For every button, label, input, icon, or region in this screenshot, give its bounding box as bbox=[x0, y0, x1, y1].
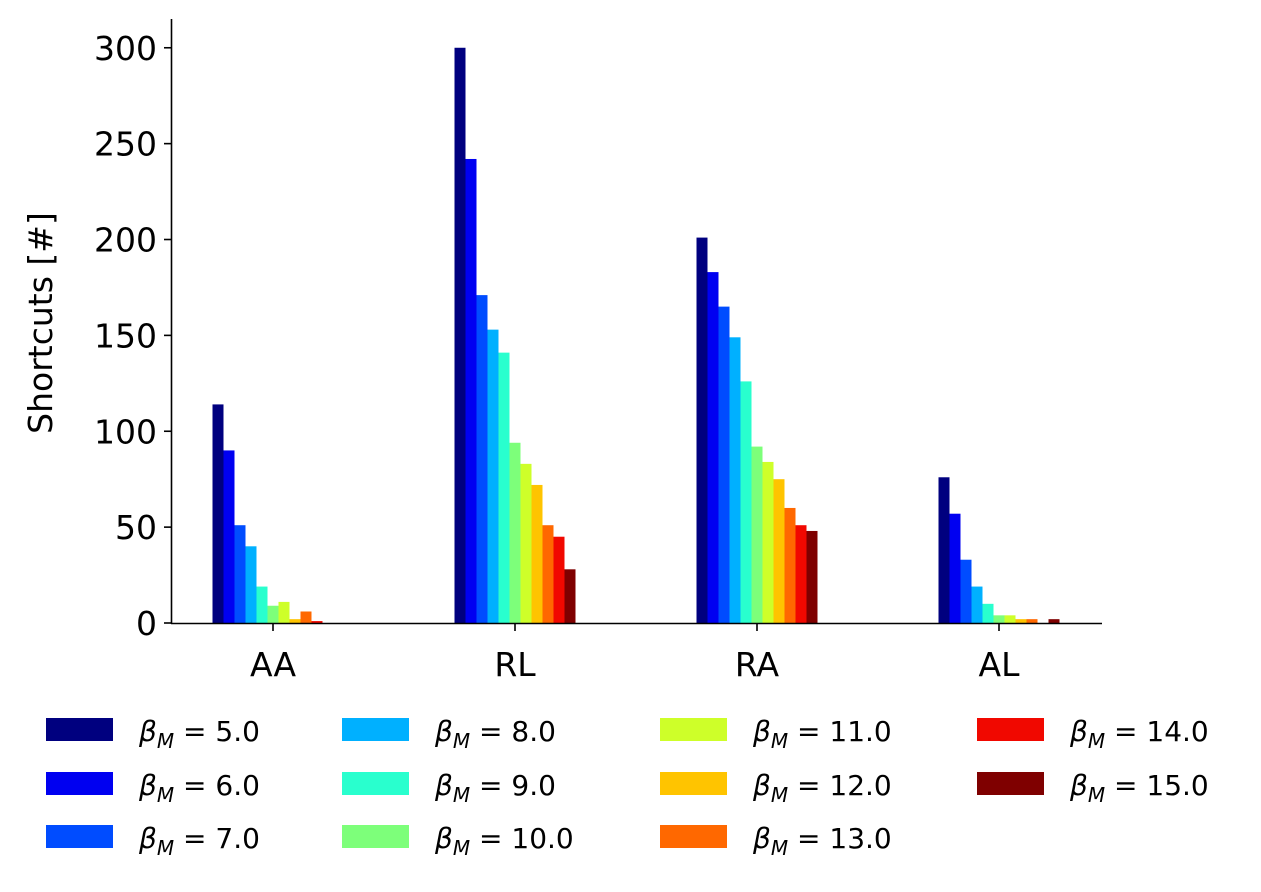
bar-aa-series-8 bbox=[289, 619, 301, 623]
legend-swatch-series-9 bbox=[660, 825, 727, 848]
legend-label-series-2: βM = 6.0 bbox=[138, 769, 260, 807]
legend-swatch-series-3 bbox=[46, 825, 113, 848]
legend-swatch-series-2 bbox=[46, 772, 113, 795]
bar-ra-series-1 bbox=[696, 237, 708, 624]
legend-label-series-8: βM = 12.0 bbox=[752, 769, 892, 807]
bar-al-series-3 bbox=[960, 559, 972, 623]
bar-al-series-8 bbox=[1015, 619, 1027, 623]
bar-rl-series-10 bbox=[553, 536, 565, 623]
bar-ra-series-2 bbox=[707, 272, 719, 623]
legend-label-series-4: βM = 8.0 bbox=[434, 715, 556, 753]
bar-rl-series-5 bbox=[498, 352, 510, 623]
bar-aa-series-5 bbox=[256, 586, 268, 623]
y-ticks-group: 0 50 100 150 200 250 300 bbox=[94, 29, 171, 643]
legend-label-series-3: βM = 7.0 bbox=[138, 822, 260, 860]
bar-aa-series-10 bbox=[311, 621, 323, 623]
x-ticks-group: AA RL RA AL bbox=[250, 624, 1020, 684]
bars-group bbox=[212, 47, 1060, 624]
y-tick-label: 50 bbox=[115, 508, 157, 547]
bar-ra-series-11 bbox=[806, 530, 818, 623]
bar-ra-series-8 bbox=[773, 479, 785, 623]
legend-label-series-10: βM = 14.0 bbox=[1069, 715, 1209, 753]
bar-al-series-1 bbox=[938, 477, 950, 623]
bar-al-series-5 bbox=[982, 603, 994, 623]
y-tick-label: 250 bbox=[94, 125, 157, 164]
bar-aa-series-6 bbox=[267, 605, 279, 623]
bar-rl-series-3 bbox=[476, 295, 488, 623]
bar-aa-series-2 bbox=[223, 450, 235, 623]
bar-al-series-9 bbox=[1026, 619, 1038, 623]
x-tick-label-ra: RA bbox=[735, 645, 780, 684]
bar-rl-series-2 bbox=[465, 158, 477, 623]
x-tick-label-rl: RL bbox=[494, 645, 536, 684]
bar-aa-series-9 bbox=[300, 611, 312, 623]
y-tick-label: 150 bbox=[94, 316, 157, 355]
bar-rl-series-9 bbox=[542, 525, 554, 623]
bar-aa-series-7 bbox=[278, 601, 290, 623]
bar-ra-series-4 bbox=[729, 337, 741, 623]
bar-rl-series-4 bbox=[487, 329, 499, 623]
legend-swatch-series-10 bbox=[977, 718, 1044, 741]
y-tick-label: 0 bbox=[136, 604, 157, 643]
legend-label-series-11: βM = 15.0 bbox=[1069, 769, 1209, 807]
bar-rl-series-7 bbox=[520, 463, 532, 623]
bar-al-series-4 bbox=[971, 586, 983, 623]
bar-aa-series-1 bbox=[212, 404, 224, 623]
y-tick-label: 100 bbox=[94, 412, 157, 451]
legend-swatch-series-6 bbox=[342, 825, 409, 848]
bar-rl-series-8 bbox=[531, 484, 543, 623]
bar-ra-series-10 bbox=[795, 525, 807, 623]
legend-label-series-1: βM = 5.0 bbox=[138, 715, 260, 753]
axes-group bbox=[170, 19, 1102, 625]
bar-al-series-2 bbox=[949, 513, 961, 623]
bar-rl-series-1 bbox=[454, 47, 466, 624]
y-axis-label: Shortcuts [#] bbox=[21, 212, 60, 434]
legend: βM = 5.0 βM = 6.0 βM = 7.0 βM = 8.0 βM = 9.0… bbox=[46, 715, 1209, 860]
legend-label-series-6: βM = 10.0 bbox=[434, 822, 574, 860]
legend-swatch-series-7 bbox=[660, 718, 727, 741]
bar-aa-series-4 bbox=[245, 546, 257, 623]
bar-ra-series-6 bbox=[751, 446, 763, 623]
bar-rl-series-11 bbox=[564, 569, 576, 623]
legend-swatch-series-5 bbox=[342, 772, 409, 795]
x-tick-label-al: AL bbox=[979, 645, 1021, 684]
legend-swatch-series-8 bbox=[660, 772, 727, 795]
y-tick-label: 300 bbox=[94, 29, 157, 68]
bar-rl-series-6 bbox=[509, 442, 521, 623]
bar-al-series-11 bbox=[1048, 619, 1060, 623]
bar-aa-series-3 bbox=[234, 525, 246, 623]
y-tick-label: 200 bbox=[94, 221, 157, 260]
x-tick-label-aa: AA bbox=[250, 645, 296, 684]
bar-al-series-6 bbox=[993, 615, 1005, 623]
legend-swatch-series-1 bbox=[46, 718, 113, 741]
bar-ra-series-7 bbox=[762, 461, 774, 623]
bar-ra-series-5 bbox=[740, 381, 752, 623]
legend-label-series-5: βM = 9.0 bbox=[434, 769, 556, 807]
bar-ra-series-3 bbox=[718, 306, 730, 623]
bar-al-series-7 bbox=[1004, 615, 1016, 623]
legend-swatch-series-11 bbox=[977, 772, 1044, 795]
legend-label-series-7: βM = 11.0 bbox=[752, 715, 892, 753]
legend-swatch-series-4 bbox=[342, 718, 409, 741]
legend-label-series-9: βM = 13.0 bbox=[752, 822, 892, 860]
bar-ra-series-9 bbox=[784, 507, 796, 623]
